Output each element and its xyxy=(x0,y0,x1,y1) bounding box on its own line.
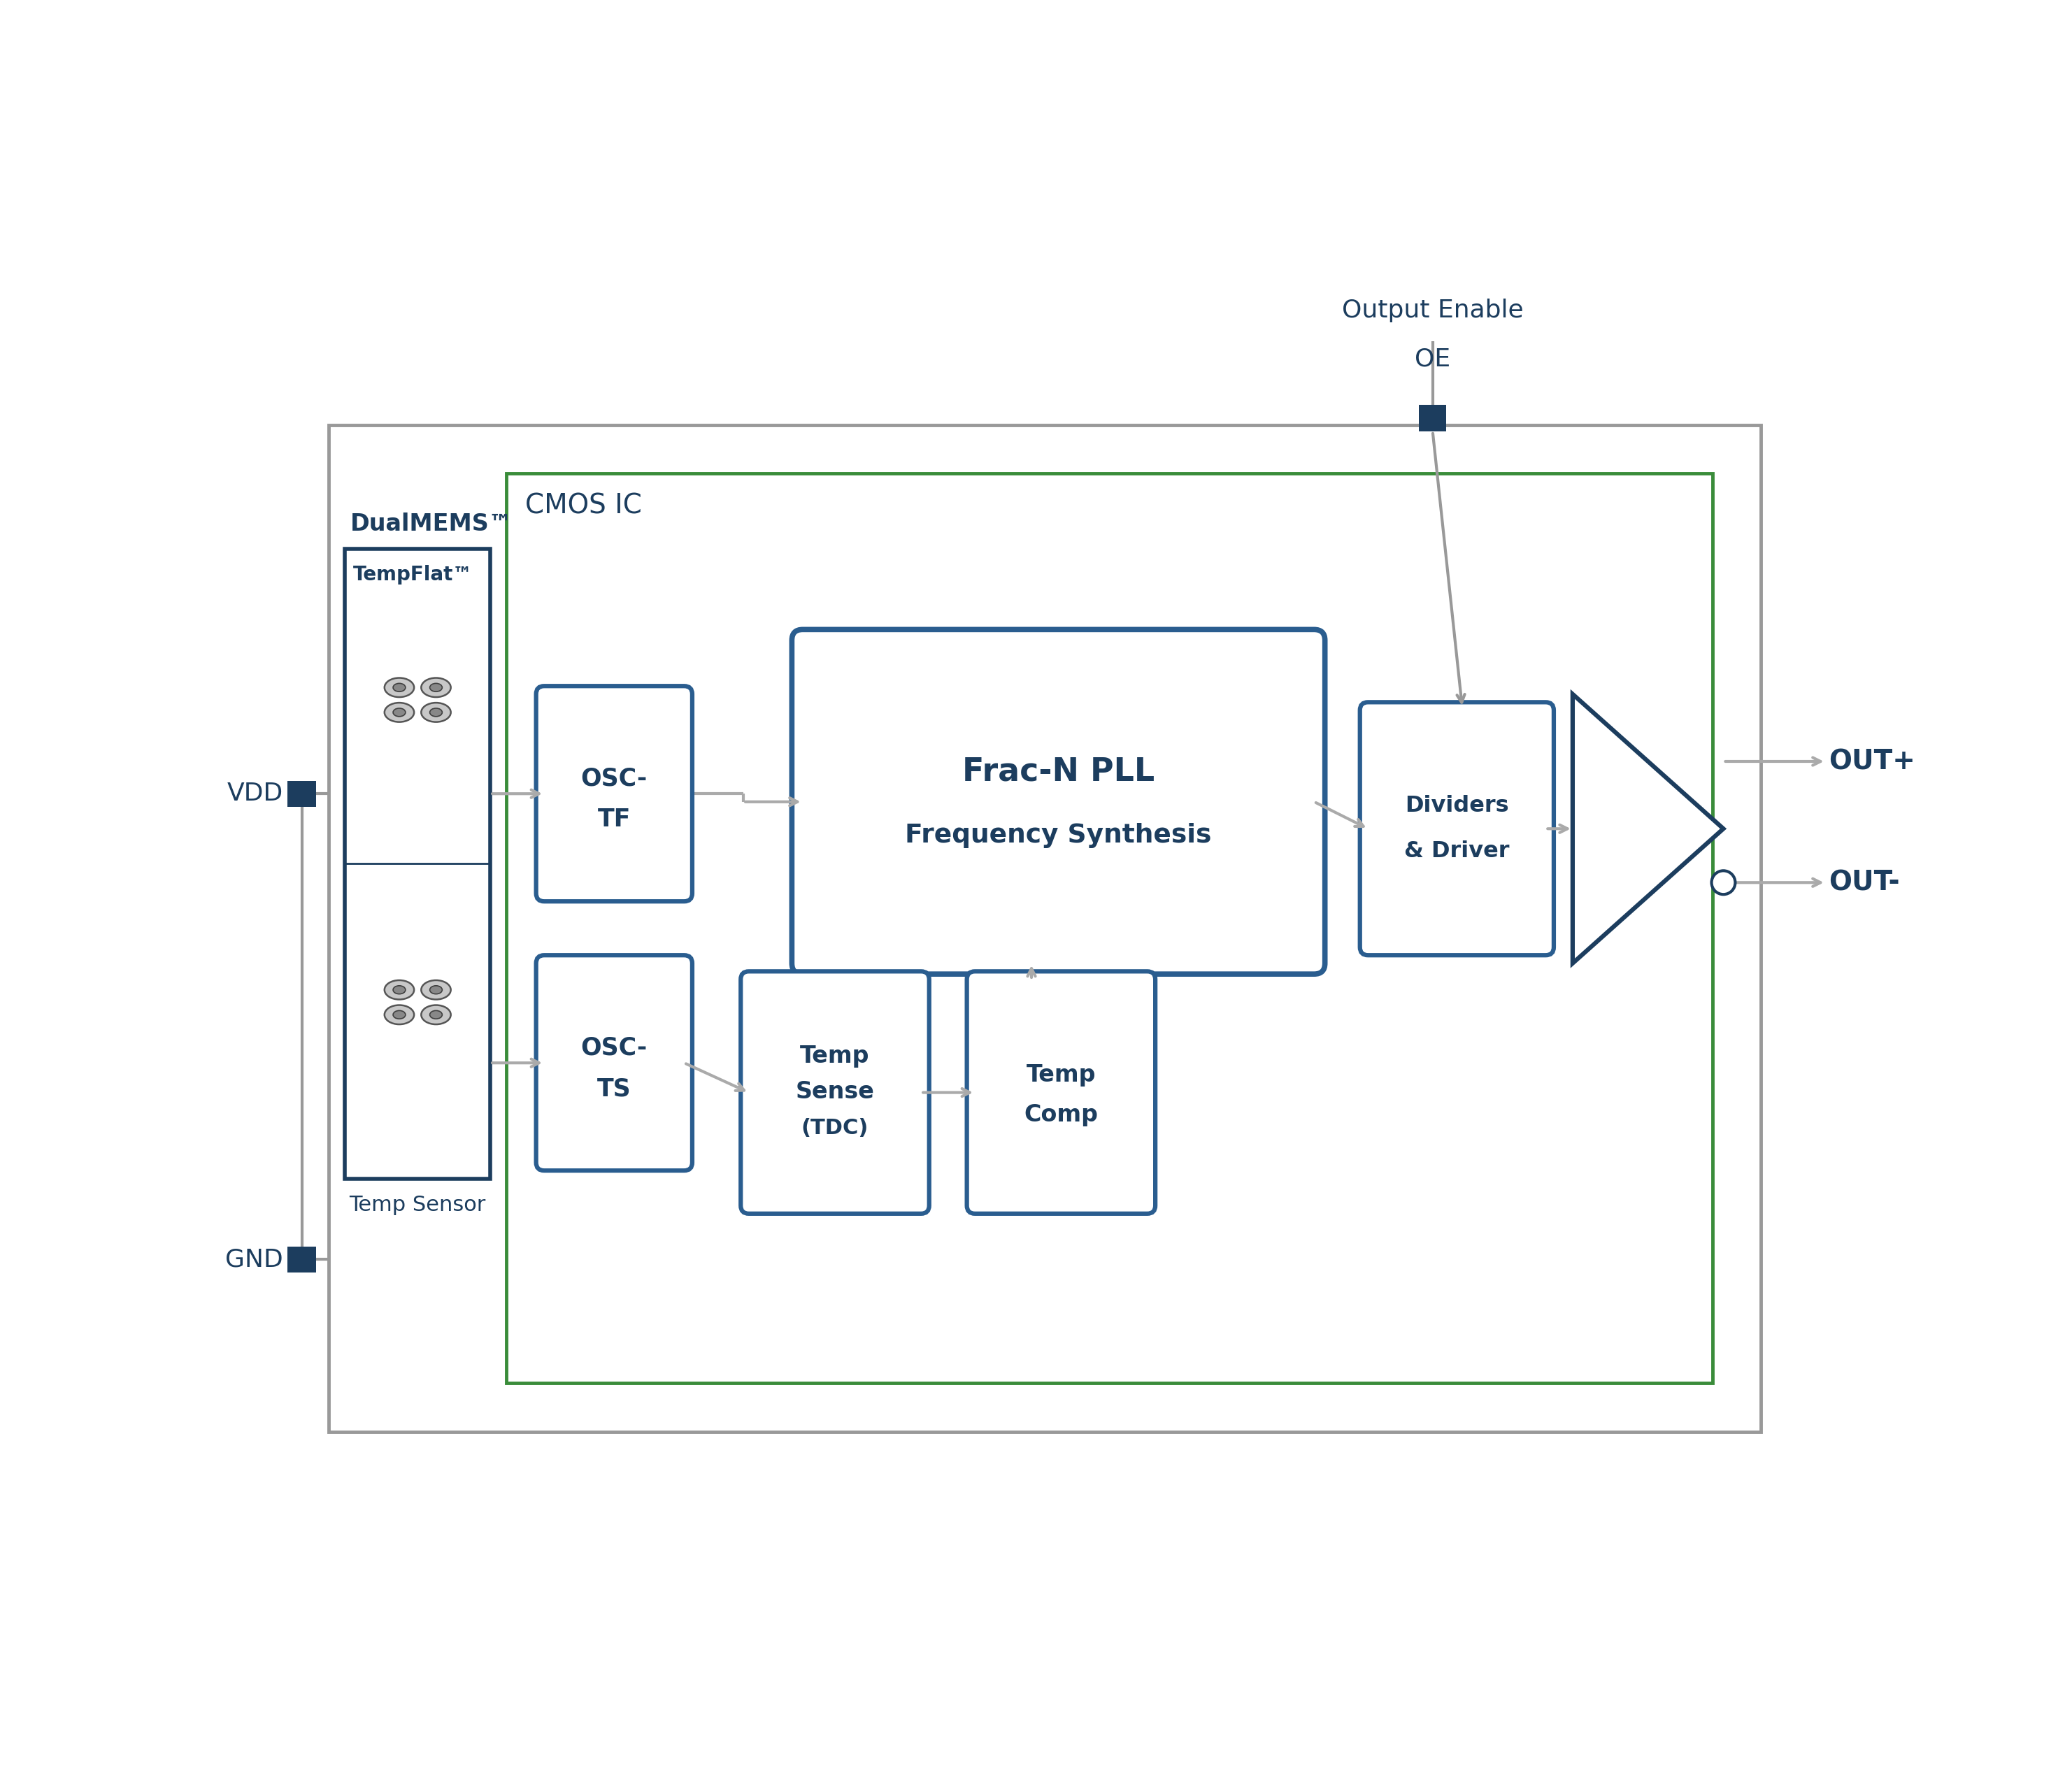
Text: OSC-: OSC- xyxy=(580,1037,646,1060)
Text: VDD: VDD xyxy=(228,782,284,805)
Ellipse shape xyxy=(429,708,441,717)
Ellipse shape xyxy=(421,677,452,697)
FancyBboxPatch shape xyxy=(537,955,692,1170)
Text: GND: GND xyxy=(226,1248,284,1271)
Polygon shape xyxy=(1573,693,1724,964)
Ellipse shape xyxy=(385,702,414,722)
Text: OUT+: OUT+ xyxy=(1828,749,1915,775)
Text: & Driver: & Driver xyxy=(1405,841,1510,862)
Text: DualMEMS™: DualMEMS™ xyxy=(350,512,512,535)
Ellipse shape xyxy=(429,985,441,994)
Text: OSC-: OSC- xyxy=(580,766,646,791)
FancyBboxPatch shape xyxy=(537,686,692,901)
FancyBboxPatch shape xyxy=(344,549,491,1179)
Text: Temp: Temp xyxy=(800,1044,870,1067)
Ellipse shape xyxy=(394,1010,406,1019)
Text: TS: TS xyxy=(597,1077,632,1101)
Text: TempFlat™: TempFlat™ xyxy=(352,565,472,585)
Ellipse shape xyxy=(421,702,452,722)
Ellipse shape xyxy=(394,985,406,994)
FancyBboxPatch shape xyxy=(968,971,1156,1214)
Ellipse shape xyxy=(385,980,414,999)
Text: (TDC): (TDC) xyxy=(802,1118,868,1138)
Ellipse shape xyxy=(385,677,414,697)
Ellipse shape xyxy=(421,1005,452,1024)
FancyBboxPatch shape xyxy=(792,629,1324,974)
Ellipse shape xyxy=(421,980,452,999)
Ellipse shape xyxy=(394,708,406,717)
Text: Sense: Sense xyxy=(796,1079,874,1102)
Text: Frequency Synthesis: Frequency Synthesis xyxy=(905,823,1212,848)
Text: Temp: Temp xyxy=(1026,1063,1096,1086)
Text: OUT-: OUT- xyxy=(1828,869,1900,896)
Ellipse shape xyxy=(429,1010,441,1019)
Ellipse shape xyxy=(385,1005,414,1024)
Bar xyxy=(1419,404,1446,432)
Bar xyxy=(288,1246,317,1273)
FancyBboxPatch shape xyxy=(1359,702,1554,955)
Bar xyxy=(288,781,317,807)
Text: Frac-N PLL: Frac-N PLL xyxy=(961,756,1154,788)
Circle shape xyxy=(1711,871,1734,894)
Text: OE: OE xyxy=(1415,347,1450,370)
Text: TF: TF xyxy=(597,807,630,832)
Text: Output Enable: Output Enable xyxy=(1343,299,1523,322)
Text: CMOS IC: CMOS IC xyxy=(526,493,642,519)
Text: Comp: Comp xyxy=(1024,1104,1098,1127)
FancyBboxPatch shape xyxy=(740,971,928,1214)
Ellipse shape xyxy=(394,683,406,692)
Text: Temp Sensor: Temp Sensor xyxy=(350,1195,487,1214)
Ellipse shape xyxy=(429,683,441,692)
Text: Dividers: Dividers xyxy=(1405,795,1508,816)
